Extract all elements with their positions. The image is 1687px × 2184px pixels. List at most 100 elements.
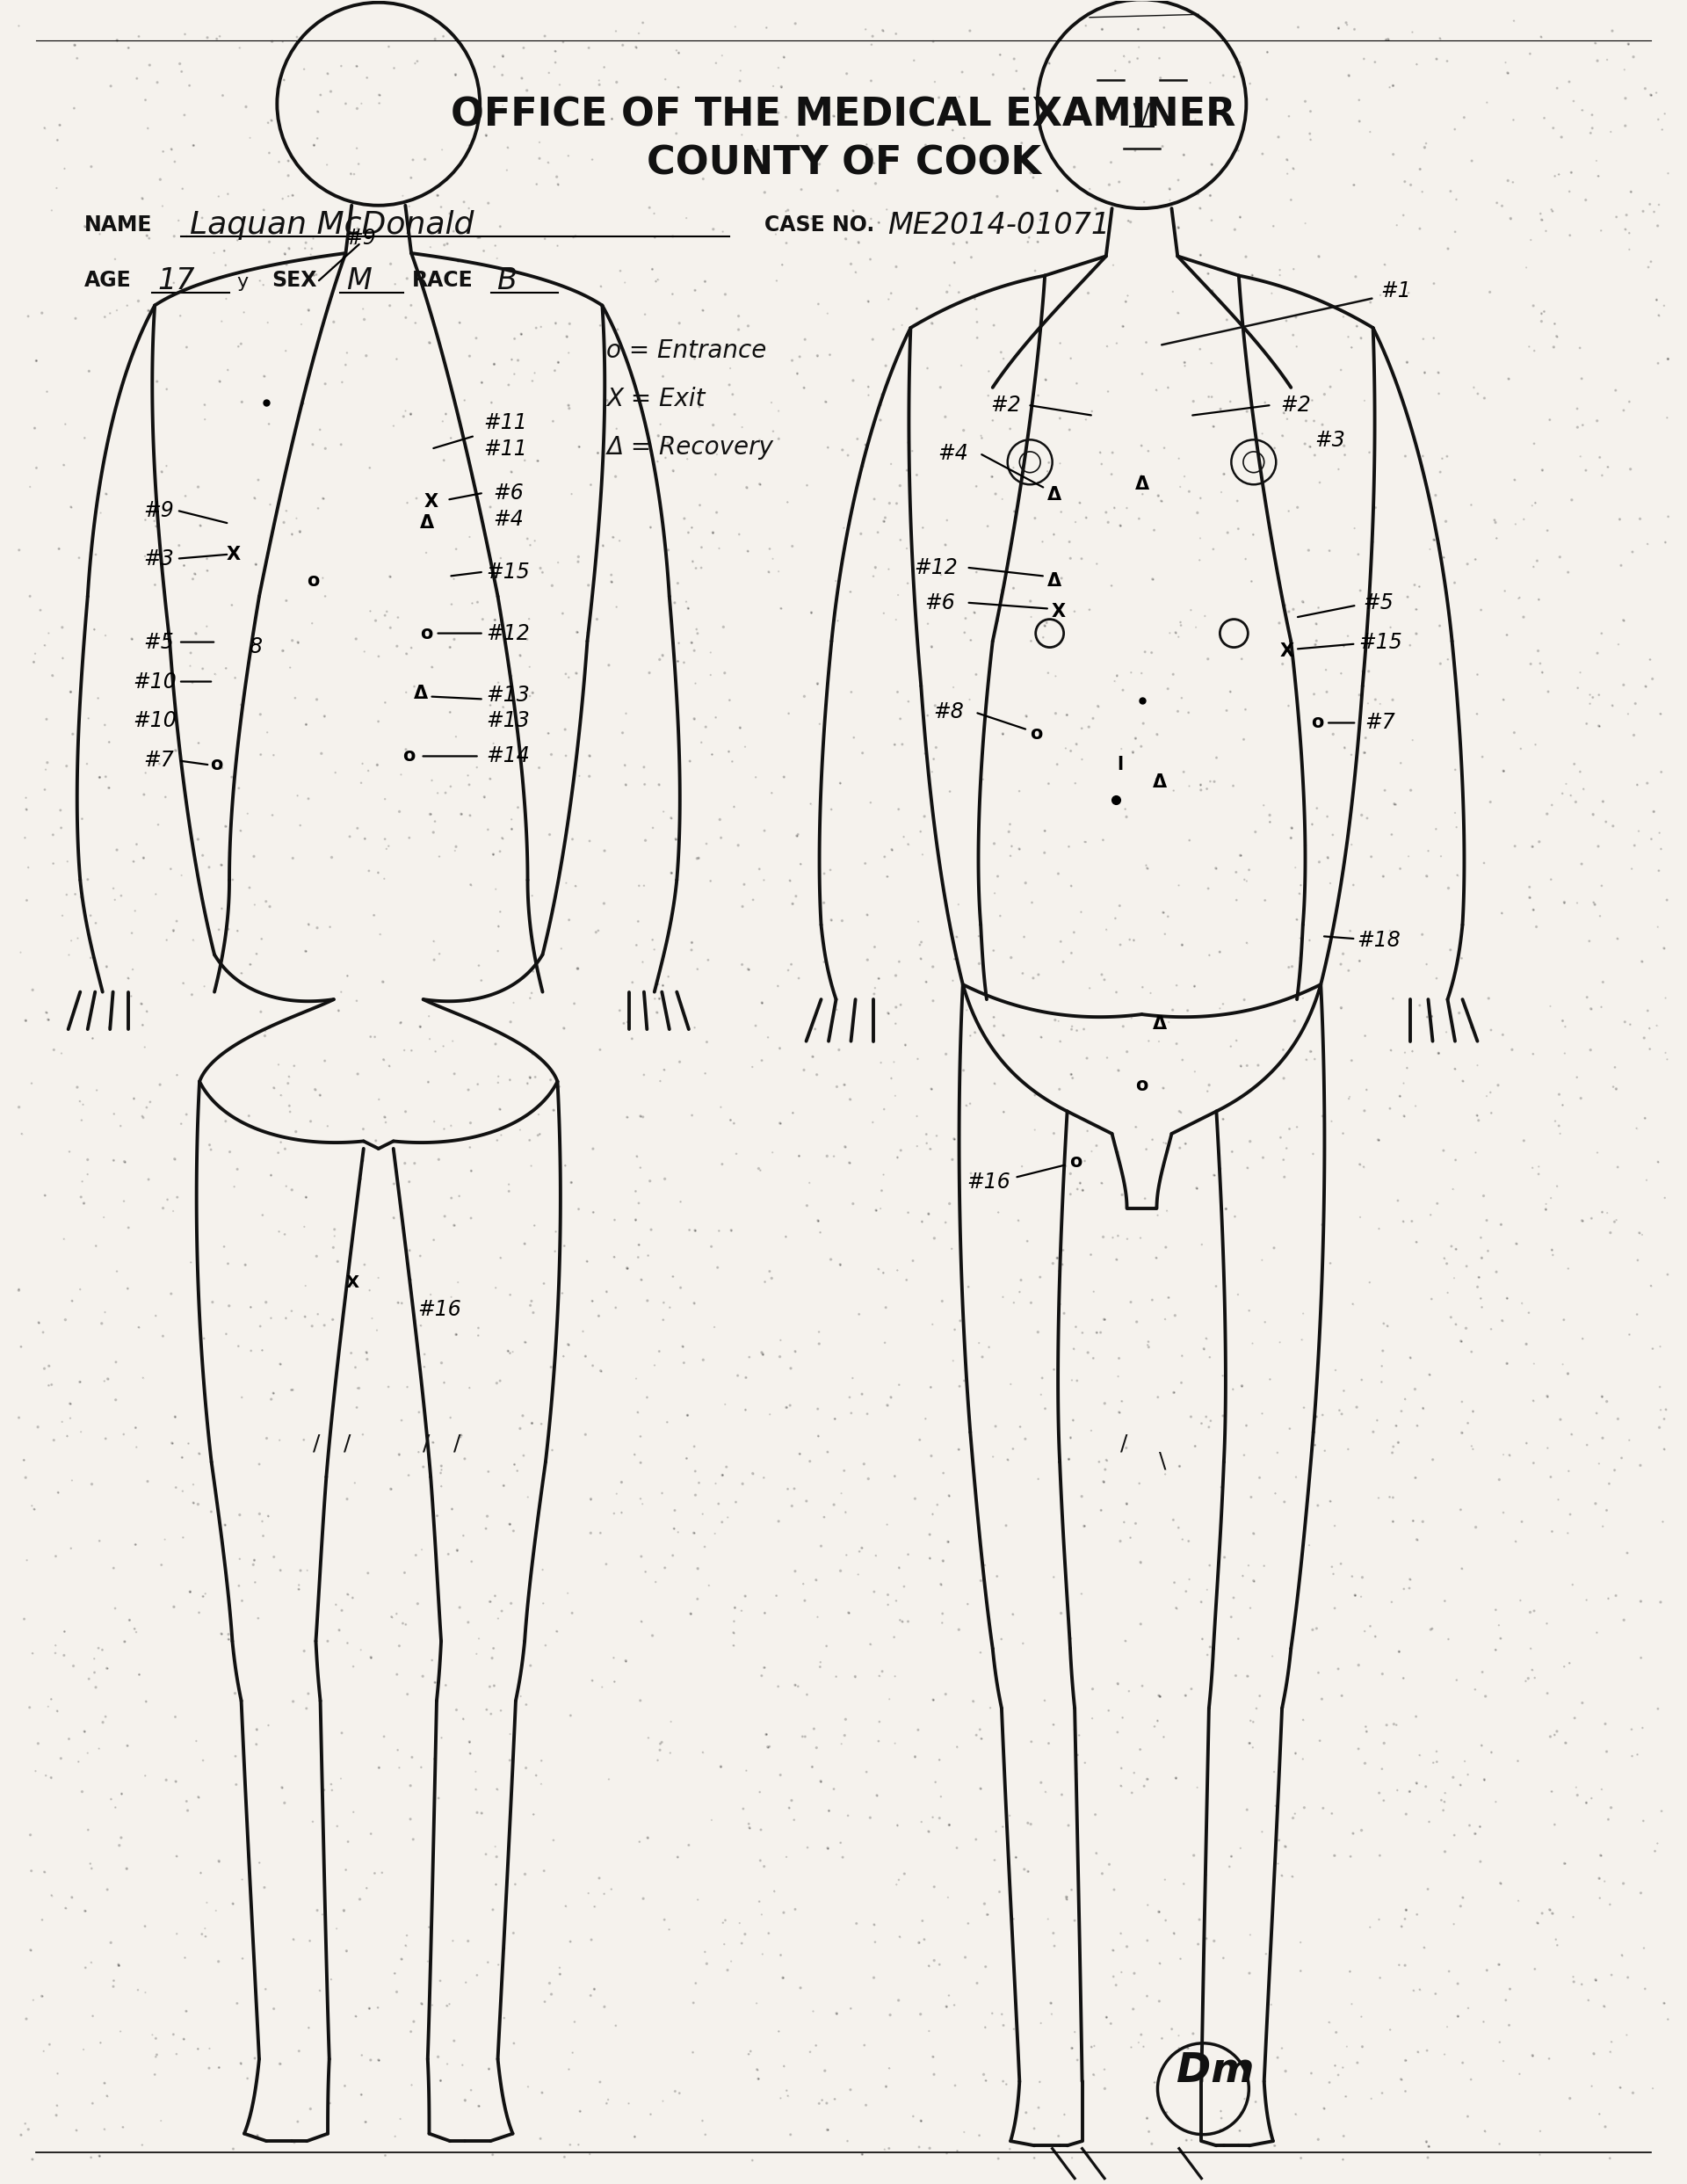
Point <box>1370 1332 1397 1367</box>
Point <box>25 1306 52 1341</box>
Point <box>1176 1562 1203 1597</box>
Point <box>1193 771 1220 806</box>
Point <box>1493 1345 1520 1380</box>
Point <box>1517 1631 1544 1666</box>
Point <box>287 1553 314 1588</box>
Point <box>373 594 400 629</box>
Point <box>132 502 159 537</box>
Point <box>884 675 911 710</box>
Point <box>1490 681 1517 716</box>
Point <box>928 1605 955 1640</box>
Point <box>1520 1382 1547 1417</box>
Point <box>921 2057 948 2092</box>
Point <box>854 1396 881 1431</box>
Point <box>1063 505 1090 539</box>
Point <box>1005 1203 1032 1238</box>
Point <box>1540 111 1567 146</box>
Point <box>1171 1867 1198 1902</box>
Point <box>1000 494 1027 529</box>
Point <box>464 1066 491 1101</box>
Point <box>1181 1055 1208 1090</box>
Point <box>1007 1262 1034 1297</box>
Point <box>887 522 914 557</box>
Point <box>935 1979 962 2014</box>
Point <box>285 1572 312 1607</box>
Point <box>1476 784 1503 819</box>
Point <box>845 1297 872 1332</box>
Point <box>1557 778 1584 812</box>
Point <box>440 214 467 249</box>
Point <box>886 793 913 828</box>
Point <box>186 1594 213 1629</box>
Point <box>1292 828 1319 863</box>
Point <box>1515 1295 1542 1330</box>
Point <box>594 384 621 419</box>
Point <box>1296 116 1323 151</box>
Point <box>1014 454 1041 489</box>
Point <box>1451 100 1478 135</box>
Point <box>1631 72 1658 107</box>
Point <box>906 1924 933 1959</box>
Point <box>54 878 81 913</box>
Point <box>580 1889 607 1924</box>
Point <box>1576 1983 1603 2018</box>
Point <box>1552 1035 1579 1070</box>
Point <box>246 264 273 299</box>
Point <box>1587 869 1614 904</box>
Point <box>1064 1171 1091 1206</box>
Point <box>29 1902 56 1937</box>
Point <box>1248 417 1275 452</box>
Point <box>386 1629 413 1664</box>
Point <box>1476 275 1503 310</box>
Point <box>430 1029 457 1064</box>
Point <box>1490 753 1517 788</box>
Point <box>658 1704 685 1738</box>
Point <box>1427 454 1454 489</box>
Point <box>1233 926 1260 961</box>
Point <box>1436 1955 1463 1990</box>
Point <box>1586 1446 1613 1481</box>
Point <box>644 417 671 452</box>
Point <box>1407 212 1434 247</box>
Point <box>813 2112 840 2147</box>
Point <box>1442 1232 1469 1267</box>
Point <box>590 50 617 85</box>
Point <box>1132 325 1159 360</box>
Point <box>93 1651 120 1686</box>
Point <box>786 339 813 373</box>
Point <box>651 1162 678 1197</box>
Point <box>482 1026 509 1061</box>
Point <box>1307 1269 1334 1304</box>
Point <box>56 1721 83 1756</box>
Point <box>813 2086 840 2121</box>
Point <box>1628 1583 1655 1618</box>
Point <box>1405 1738 1432 1773</box>
Text: X: X <box>1279 642 1294 660</box>
Point <box>877 1380 904 1415</box>
Point <box>894 1538 921 1572</box>
Point <box>798 594 825 629</box>
Point <box>83 1671 110 1706</box>
Point <box>477 489 504 524</box>
Point <box>744 133 771 168</box>
Text: #15: #15 <box>486 561 530 583</box>
Point <box>1166 1094 1193 1129</box>
Point <box>260 1376 287 1411</box>
Point <box>698 1802 725 1837</box>
Point <box>1417 1612 1444 1647</box>
Point <box>1027 1260 1054 1295</box>
Point <box>1044 856 1071 891</box>
Point <box>857 784 884 819</box>
Point <box>1324 452 1351 487</box>
Point <box>1324 1651 1351 1686</box>
Point <box>489 821 516 856</box>
Point <box>982 1815 1009 1850</box>
Point <box>1152 1302 1179 1337</box>
Point <box>1483 1592 1510 1627</box>
Point <box>240 1546 267 1581</box>
Point <box>791 679 818 714</box>
Point <box>435 1538 462 1572</box>
Point <box>894 452 921 487</box>
Point <box>128 2127 155 2162</box>
Point <box>1171 349 1198 384</box>
